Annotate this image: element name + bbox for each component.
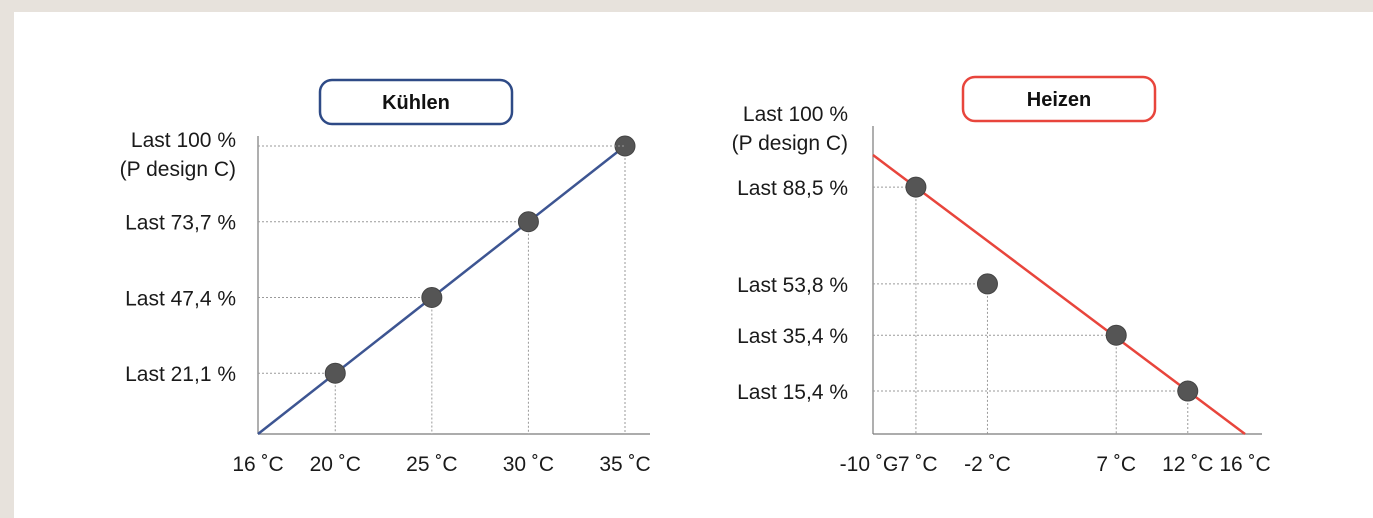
y-label: Last 73,7 % bbox=[125, 212, 236, 235]
x-tick-label: -7 ˚C bbox=[891, 453, 938, 476]
data-point bbox=[976, 273, 998, 295]
data-point bbox=[324, 362, 346, 384]
x-tick-label: 7 ˚C bbox=[1096, 453, 1136, 476]
chart-0: Kühlen 16 ˚C 20 ˚C 25 ˚C 30 ˚C 35 ˚C Last 100 … bbox=[120, 78, 651, 476]
data-point bbox=[1105, 324, 1127, 346]
x-tick-label: 16 ˚C bbox=[1219, 453, 1270, 476]
chart-title: Heizen bbox=[1027, 89, 1091, 111]
y-label: Last 15,4 % bbox=[737, 381, 848, 404]
data-point bbox=[517, 211, 539, 233]
x-tick-label: -10 ˚C bbox=[840, 453, 898, 476]
y-label: Last 53,8 % bbox=[737, 274, 848, 297]
title-box bbox=[318, 78, 514, 126]
x-tick-label: 25 ˚C bbox=[406, 453, 457, 476]
chart-title: Kühlen bbox=[382, 92, 450, 114]
x-tick-label: 16 ˚C bbox=[232, 453, 283, 476]
title-box bbox=[961, 75, 1157, 123]
y-label: (P design C) bbox=[120, 158, 236, 181]
x-tick-label: 35 ˚C bbox=[599, 453, 650, 476]
x-tick-label: -2 ˚C bbox=[964, 453, 1011, 476]
chart-1: Heizen -10 ˚C-7 ˚C -2 ˚C 7 ˚C 12 ˚C 16 ˚C Last… bbox=[732, 75, 1271, 476]
data-point bbox=[905, 176, 927, 198]
y-label: Last 100 % bbox=[743, 103, 848, 126]
y-label: Last 88,5 % bbox=[737, 177, 848, 200]
y-label: Last 35,4 % bbox=[737, 325, 848, 348]
x-tick-label: 12 ˚C bbox=[1162, 453, 1213, 476]
y-label: Last 21,1 % bbox=[125, 363, 236, 386]
y-label: Last 47,4 % bbox=[125, 287, 236, 310]
data-point bbox=[421, 286, 443, 308]
x-tick-label: 20 ˚C bbox=[310, 453, 361, 476]
y-label: Last 100 % bbox=[131, 129, 236, 152]
x-tick-label: 30 ˚C bbox=[503, 453, 554, 476]
y-label: (P design C) bbox=[732, 132, 848, 155]
data-point bbox=[1177, 380, 1199, 402]
series-line bbox=[257, 145, 626, 435]
